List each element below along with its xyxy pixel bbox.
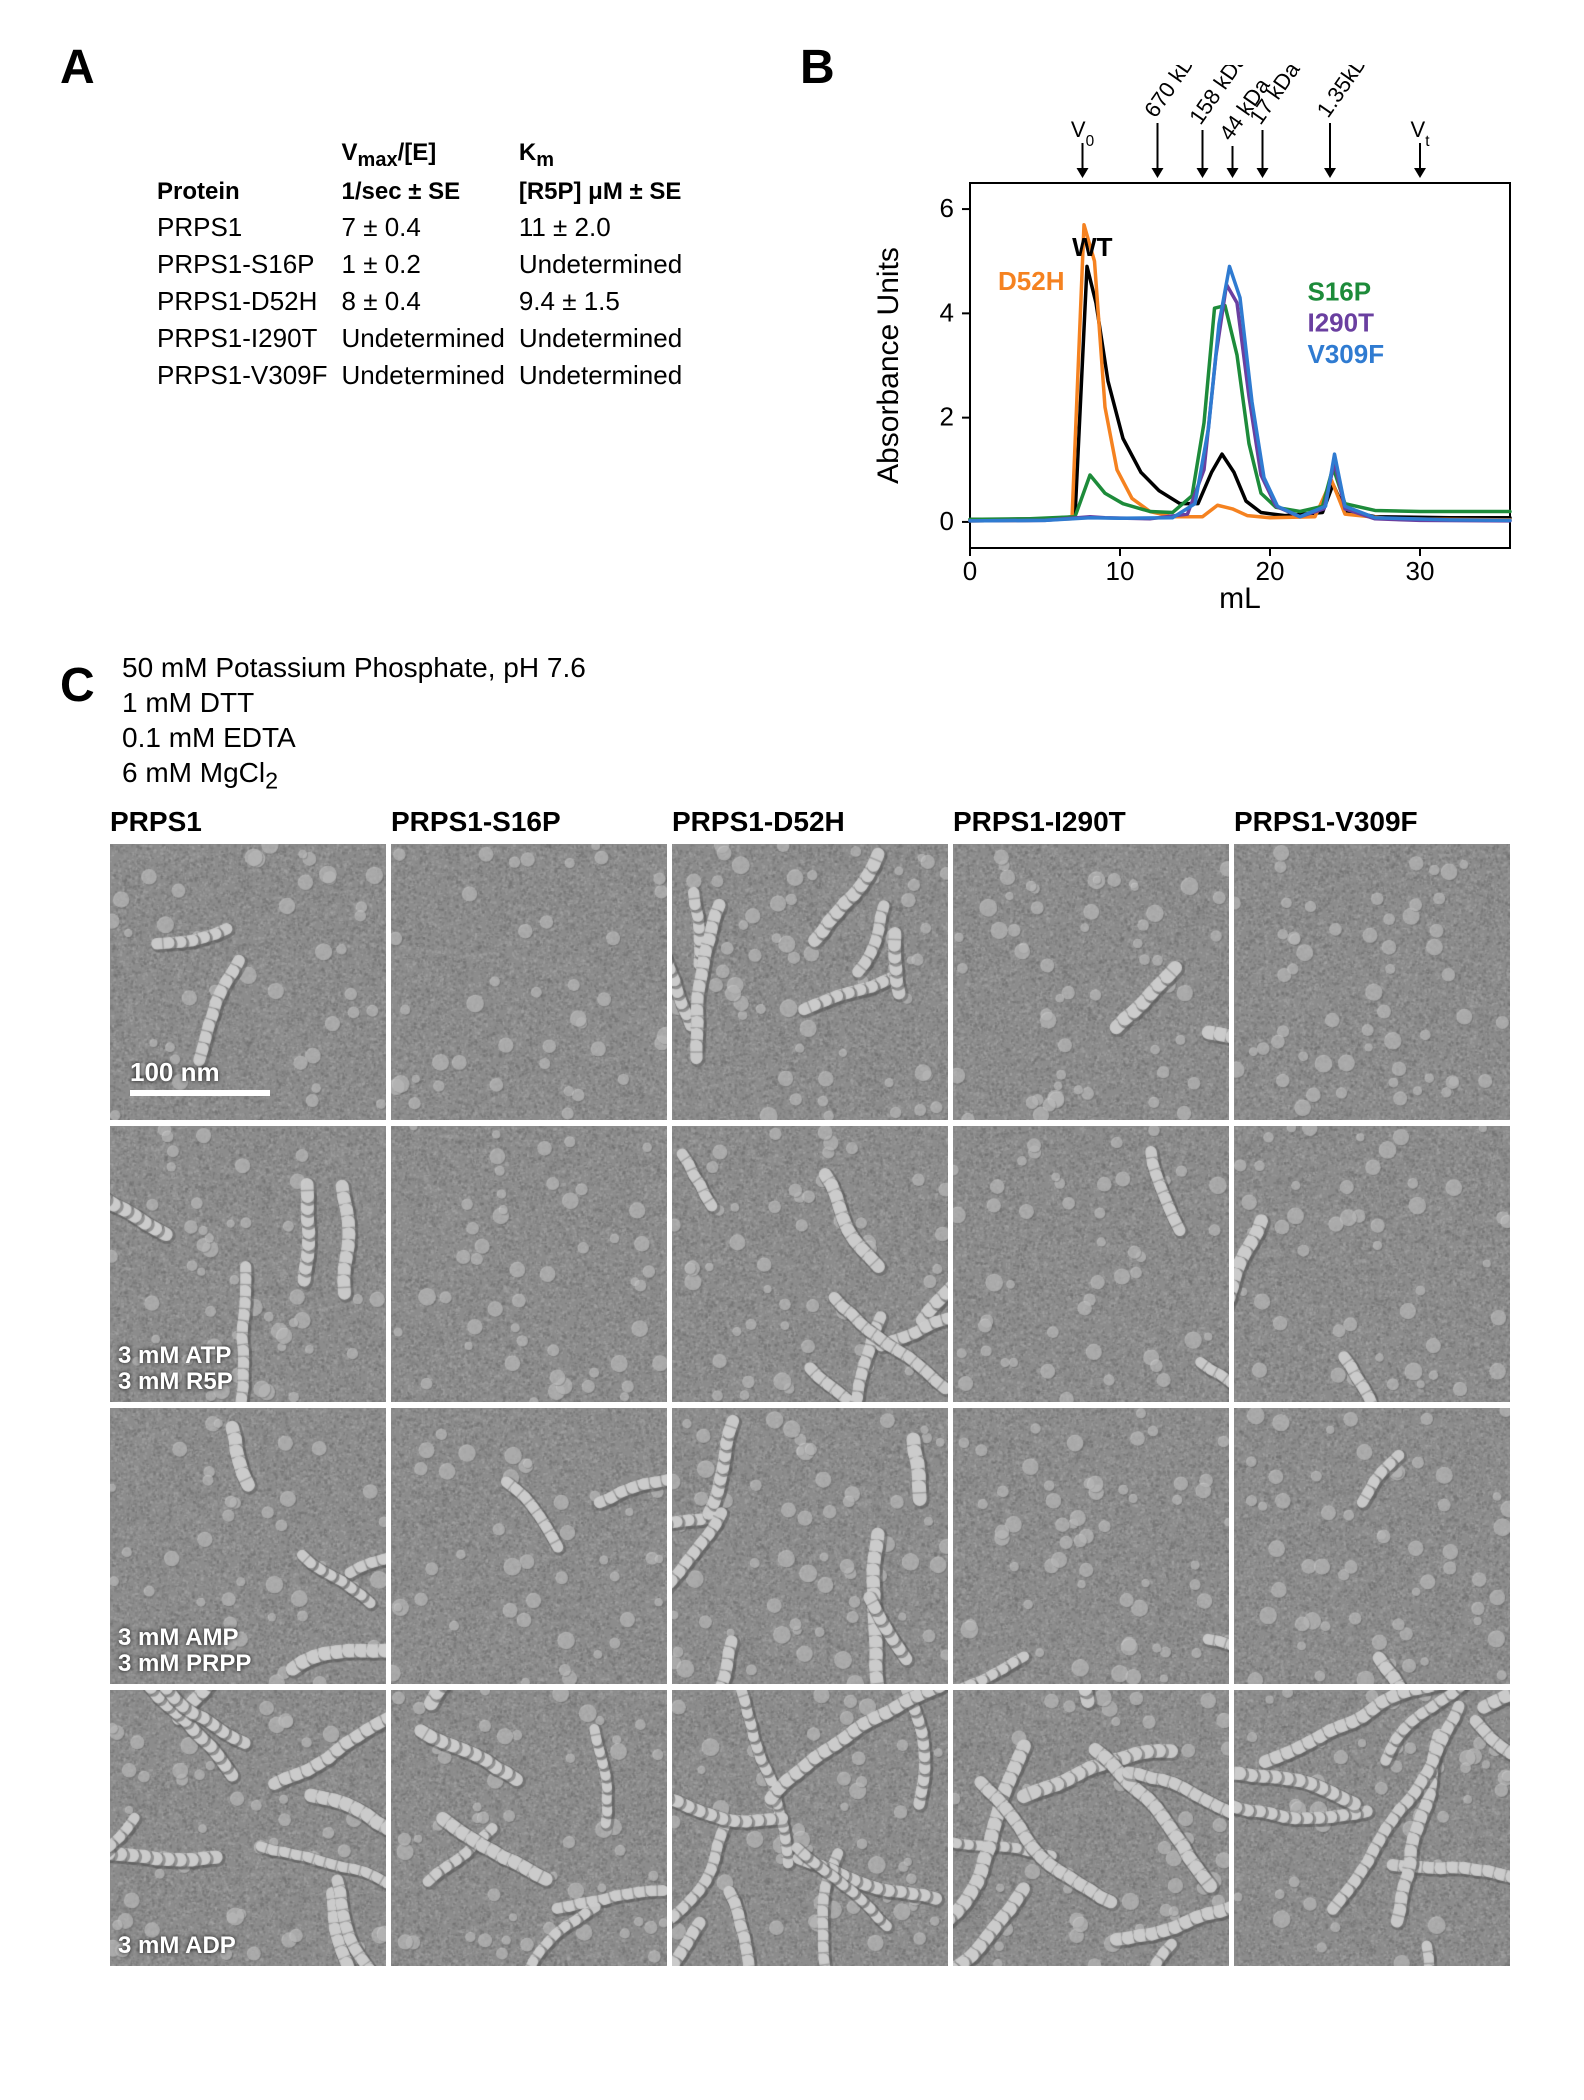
svg-text:I290T: I290T	[1308, 308, 1375, 338]
table-cell: Undetermined	[519, 247, 694, 282]
panel-a-label: A	[60, 40, 95, 95]
table-cell: 7 ± 0.4	[342, 210, 517, 245]
em-image	[672, 1408, 948, 1684]
em-panel: 50 mM Potassium Phosphate, pH 7.6 1 mM D…	[110, 650, 1540, 1966]
table-cell: PRPS1-V309F	[157, 358, 340, 393]
em-image: 100 nm	[110, 844, 386, 1120]
column-header: PRPS1-D52H	[672, 806, 948, 838]
em-image	[391, 1126, 667, 1402]
svg-text:Absorbance Units: Absorbance Units	[872, 247, 905, 484]
em-row: 3 mM ATP3 mM R5P	[110, 1126, 1540, 1402]
em-image	[953, 844, 1229, 1120]
table-row: PRPS1-V309FUndeterminedUndetermined	[157, 358, 694, 393]
table-cell: Undetermined	[519, 321, 694, 356]
em-image	[953, 1408, 1229, 1684]
buffer-line: 50 mM Potassium Phosphate, pH 7.6	[122, 650, 1540, 685]
km-header: Km	[519, 137, 694, 174]
table-row: PRPS17 ± 0.411 ± 2.0	[157, 210, 694, 245]
em-image	[391, 844, 667, 1120]
svg-text:WT: WT	[1072, 232, 1113, 262]
column-header: PRPS1-V309F	[1234, 806, 1510, 838]
scale-bar: 100 nm	[130, 1057, 270, 1096]
em-image	[672, 1126, 948, 1402]
em-image	[1234, 1408, 1510, 1684]
buffer-line: 1 mM DTT	[122, 685, 1540, 720]
em-image: 3 mM AMP3 mM PRPP	[110, 1408, 386, 1684]
em-image	[1234, 1690, 1510, 1966]
em-row: 3 mM AMP3 mM PRPP	[110, 1408, 1540, 1684]
table-cell: PRPS1	[157, 210, 340, 245]
panel-b-label: B	[800, 40, 835, 95]
em-image	[953, 1690, 1229, 1966]
svg-text:4: 4	[940, 297, 954, 327]
table-row: PRPS1-D52H8 ± 0.49.4 ± 1.5	[157, 284, 694, 319]
table-cell: Undetermined	[342, 321, 517, 356]
em-image	[953, 1126, 1229, 1402]
sec-chromatogram: 01020300246mLAbsorbance UnitsWTD52HS16PI…	[870, 65, 1530, 620]
em-image	[1234, 844, 1510, 1120]
column-header: PRPS1-I290T	[953, 806, 1229, 838]
table-cell: PRPS1-D52H	[157, 284, 340, 319]
buffer-line: 6 mM MgCl2	[122, 755, 1540, 796]
em-image	[672, 1690, 948, 1966]
em-image: 3 mM ADP	[110, 1690, 386, 1966]
svg-text:0: 0	[940, 506, 954, 536]
table-cell: 9.4 ± 1.5	[519, 284, 694, 319]
km-unit: [R5P] μM ± SE	[519, 178, 682, 205]
svg-text:mL: mL	[1219, 582, 1261, 615]
svg-text:6: 6	[940, 193, 954, 223]
column-header: PRPS1	[110, 806, 386, 838]
svg-text:D52H: D52H	[998, 266, 1064, 296]
table-row: PRPS1-S16P1 ± 0.2Undetermined	[157, 247, 694, 282]
em-image	[391, 1408, 667, 1684]
svg-text:2: 2	[940, 402, 954, 432]
svg-text:30: 30	[1406, 556, 1435, 586]
panel-c-label: C	[60, 658, 95, 713]
svg-text:V309F: V309F	[1308, 339, 1385, 369]
svg-text:0: 0	[963, 556, 977, 586]
protein-header: Protein	[157, 178, 240, 205]
vmax-unit: 1/sec ± SE	[342, 178, 461, 205]
column-headers: PRPS1PRPS1-S16PPRPS1-D52HPRPS1-I290TPRPS…	[110, 806, 1540, 838]
em-grid: 100 nm 3 mM ATP3 mM R5P3 mM AMP3 mM PRPP3…	[110, 844, 1540, 1966]
svg-text:1.35kDa: 1.35kDa	[1312, 65, 1380, 122]
table-cell: PRPS1-I290T	[157, 321, 340, 356]
table-row: PRPS1-I290TUndeterminedUndetermined	[157, 321, 694, 356]
em-image	[672, 844, 948, 1120]
table-cell: PRPS1-S16P	[157, 247, 340, 282]
buffer-line: 0.1 mM EDTA	[122, 720, 1540, 755]
table-cell: 8 ± 0.4	[342, 284, 517, 319]
vmax-header: Vmax/[E]	[342, 137, 517, 174]
buffer-conditions: 50 mM Potassium Phosphate, pH 7.6 1 mM D…	[122, 650, 1540, 796]
table-cell: 1 ± 0.2	[342, 247, 517, 282]
em-image: 3 mM ATP3 mM R5P	[110, 1126, 386, 1402]
svg-text:S16P: S16P	[1308, 276, 1372, 306]
column-header: PRPS1-S16P	[391, 806, 667, 838]
em-row: 100 nm	[110, 844, 1540, 1120]
kinetics-table: Vmax/[E] Km Protein 1/sec ± SE [R5P] μM …	[155, 135, 696, 395]
em-image	[1234, 1126, 1510, 1402]
svg-text:10: 10	[1106, 556, 1135, 586]
table-cell: Undetermined	[342, 358, 517, 393]
em-row: 3 mM ADP	[110, 1690, 1540, 1966]
table-cell: 11 ± 2.0	[519, 210, 694, 245]
table-cell: Undetermined	[519, 358, 694, 393]
em-image	[391, 1690, 667, 1966]
